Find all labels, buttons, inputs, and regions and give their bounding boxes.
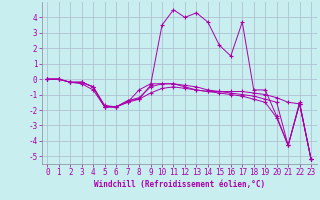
X-axis label: Windchill (Refroidissement éolien,°C): Windchill (Refroidissement éolien,°C) — [94, 180, 265, 189]
